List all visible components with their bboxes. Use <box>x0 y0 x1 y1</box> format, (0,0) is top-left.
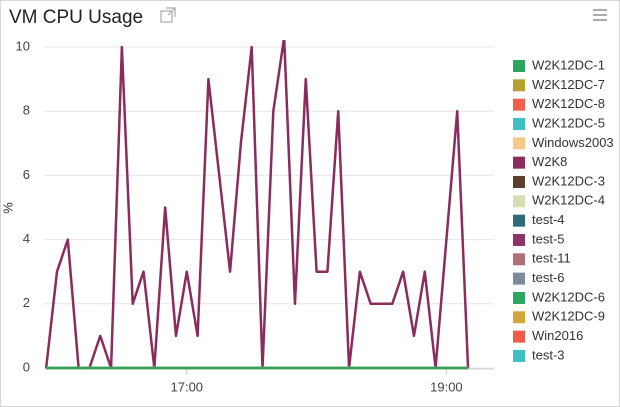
menu-icon[interactable] <box>593 9 607 21</box>
legend-label: W2K12DC-7 <box>532 77 605 92</box>
legend-item[interactable]: W2K12DC-7 <box>513 77 605 92</box>
legend-item[interactable]: test-3 <box>513 347 565 362</box>
y-tick-label: 10 <box>16 38 30 53</box>
legend-swatch <box>513 195 525 208</box>
legend-label: W2K8 <box>532 154 567 169</box>
legend-item[interactable]: W2K12DC-4 <box>513 193 605 208</box>
popout-icon[interactable] <box>160 7 176 23</box>
legend-label: Windows2003 <box>532 135 614 150</box>
legend-label: test-11 <box>532 251 571 266</box>
legend-swatch <box>513 60 525 72</box>
legend-label: W2K12DC-5 <box>532 115 605 130</box>
y-tick-label: 0 <box>23 359 30 374</box>
legend-item[interactable]: W2K12DC-3 <box>513 173 605 188</box>
legend-swatch <box>513 349 525 362</box>
legend-label: W2K12DC-4 <box>532 193 605 208</box>
legend-label: W2K12DC-6 <box>532 289 605 304</box>
legend-item[interactable]: test-5 <box>513 231 565 246</box>
y-tick-label: 2 <box>23 295 30 310</box>
legend-swatch <box>513 156 525 169</box>
legend-swatch <box>513 175 525 188</box>
legend-swatch <box>513 311 525 324</box>
legend-swatch <box>513 330 525 343</box>
legend-label: test-4 <box>532 212 565 227</box>
legend-item[interactable]: W2K12DC-9 <box>513 309 605 324</box>
legend-item[interactable]: Windows2003 <box>513 135 614 150</box>
legend-swatch <box>513 291 525 304</box>
legend-item[interactable]: W2K12DC-5 <box>513 115 605 130</box>
legend-label: Win2016 <box>532 328 583 343</box>
y-tick-label: 4 <box>23 231 30 246</box>
legend-swatch <box>513 272 525 285</box>
legend-item[interactable]: test-6 <box>513 270 565 285</box>
legend-label: W2K12DC-9 <box>532 309 605 324</box>
series-line <box>44 40 470 370</box>
legend-label: test-5 <box>532 231 565 246</box>
x-tick-label: 17:00 <box>171 379 204 394</box>
legend-swatch <box>513 98 525 111</box>
legend-item[interactable]: W2K8 <box>513 154 567 169</box>
legend-label: W2K12DC-1 <box>532 57 605 72</box>
y-tick-label: 6 <box>23 167 30 182</box>
legend-item[interactable]: test-4 <box>513 212 565 227</box>
chart-title: VM CPU Usage <box>9 7 143 28</box>
legend-swatch <box>513 253 525 266</box>
plot-series <box>44 40 470 370</box>
legend-swatch <box>513 233 525 246</box>
legend-swatch <box>513 137 525 150</box>
y-tick-label: 8 <box>23 103 30 118</box>
legend-item[interactable]: W2K12DC-8 <box>513 96 605 111</box>
legend-label: W2K12DC-3 <box>532 173 605 188</box>
legend-item[interactable]: W2K12DC-1 <box>513 57 605 72</box>
legend-item[interactable]: test-11 <box>513 251 571 266</box>
legend-swatch <box>513 117 525 130</box>
x-tick-label: 19:00 <box>430 379 463 394</box>
legend-label: test-6 <box>532 270 565 285</box>
legend-item[interactable]: Win2016 <box>513 328 583 343</box>
legend-swatch <box>513 214 525 227</box>
legend-swatch <box>513 79 525 92</box>
legend-item[interactable]: W2K12DC-6 <box>513 289 605 304</box>
y-axis-label: % <box>0 202 15 214</box>
legend-label: W2K12DC-8 <box>532 96 605 111</box>
legend-label: test-3 <box>532 347 565 362</box>
